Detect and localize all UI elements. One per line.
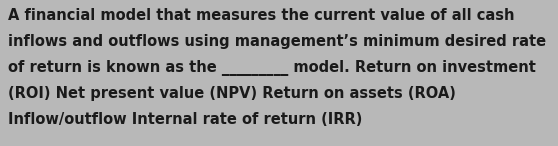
Text: Inflow/outflow Internal rate of return (IRR): Inflow/outflow Internal rate of return (… [8,112,362,127]
Text: A financial model that measures the current value of all cash: A financial model that measures the curr… [8,8,514,23]
Text: inflows and outflows using management’s minimum desired rate: inflows and outflows using management’s … [8,34,546,49]
Text: of return is known as the _________ model. Return on investment: of return is known as the _________ mode… [8,60,536,76]
Text: (ROI) Net present value (NPV) Return on assets (ROA): (ROI) Net present value (NPV) Return on … [8,86,456,101]
